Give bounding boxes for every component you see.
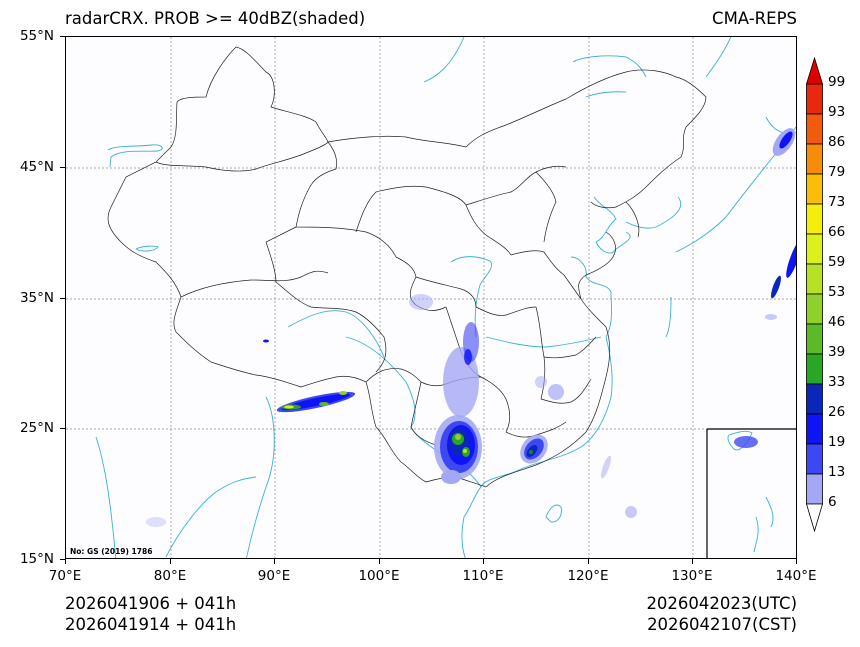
xtick-mark [796, 559, 797, 564]
xtick-label-70e: 70°E [48, 568, 82, 584]
colorbar-label: 19 [828, 434, 846, 450]
colorbar-label: 33 [828, 374, 846, 390]
xtick-label-100e: 100°E [358, 568, 400, 584]
xtick-mark [483, 559, 484, 564]
colorbar-label: 39 [828, 344, 846, 360]
model-name: CMA-REPS [712, 9, 797, 28]
ytick-mark [60, 559, 65, 560]
xtick-label-110e: 110°E [462, 568, 504, 584]
colorbar [806, 57, 823, 532]
ytick-mark [60, 167, 65, 168]
map-plot-area: No: GS (2019) 1786 [65, 36, 797, 559]
ytick-label-45n: 45°N [19, 159, 54, 175]
valid-time-cst: 2026042107(CST) [647, 615, 797, 634]
colorbar-label: 59 [828, 254, 846, 270]
xtick-label-130e: 130°E [671, 568, 713, 584]
xtick-mark [65, 559, 66, 564]
colorbar-label: 13 [828, 464, 846, 480]
xtick-label-90e: 90°E [257, 568, 291, 584]
colorbar-label: 46 [828, 314, 846, 330]
xtick-label-120e: 120°E [567, 568, 609, 584]
xtick-mark [274, 559, 275, 564]
ytick-mark [60, 428, 65, 429]
coastlines [95, 37, 796, 558]
ytick-label-55n: 55°N [19, 28, 54, 44]
init-time-cst: 2026041914 + 041h [65, 615, 237, 634]
chart-title: radarCRX. PROB >= 40dBZ(shaded) [65, 9, 366, 28]
xtick-mark [379, 559, 380, 564]
map-canvas [66, 37, 796, 558]
ytick-label-15n: 15°N [19, 551, 54, 567]
ytick-mark [60, 36, 65, 37]
xtick-label-140e: 140°E [775, 568, 817, 584]
map-approval-note: No: GS (2019) 1786 [70, 547, 153, 556]
valid-time-utc: 2026042023(UTC) [646, 594, 797, 613]
colorbar-extend-min [806, 503, 823, 532]
colorbar-label: 53 [828, 284, 846, 300]
probability-shading [146, 128, 796, 527]
colorbar-extend-max [806, 57, 823, 85]
xtick-mark [170, 559, 171, 564]
xtick-mark [588, 559, 589, 564]
init-time-utc: 2026041906 + 041h [65, 594, 237, 613]
xtick-mark [692, 559, 693, 564]
xtick-label-80e: 80°E [153, 568, 187, 584]
ytick-label-25n: 25°N [19, 420, 54, 436]
colorbar-label: 79 [828, 164, 846, 180]
colorbar-label: 73 [828, 194, 846, 210]
colorbar-label: 26 [828, 404, 846, 420]
ytick-label-35n: 35°N [19, 290, 54, 306]
colorbar-label: 86 [828, 134, 846, 150]
colorbar-bins [806, 83, 823, 505]
colorbar-label: 6 [828, 494, 837, 510]
colorbar-label: 66 [828, 224, 846, 240]
ytick-mark [60, 298, 65, 299]
admin-borders [107, 46, 796, 558]
colorbar-label: 99 [828, 74, 846, 90]
colorbar-label: 93 [828, 104, 846, 120]
